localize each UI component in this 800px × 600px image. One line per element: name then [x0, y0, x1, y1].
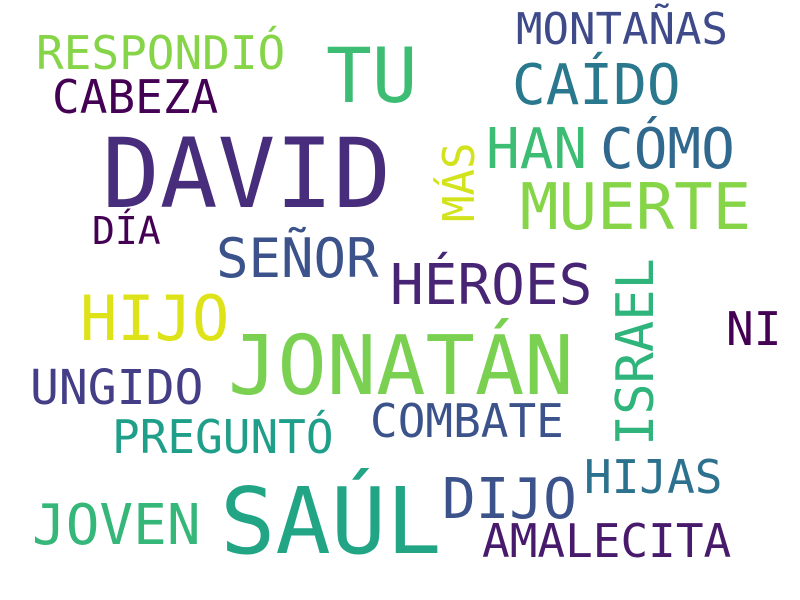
word-israel: ISRAEL	[606, 258, 666, 446]
word-saul: SAÚL	[220, 468, 442, 575]
word-joven: JOVEN	[32, 493, 201, 558]
word-muerte: MUERTE	[520, 171, 752, 245]
word-caido: CAÍDO	[512, 53, 681, 118]
word-respondio: RESPONDIÓ	[36, 26, 286, 80]
word-ni: NI	[726, 302, 782, 356]
word-pregunto: PREGUNTÓ	[112, 410, 334, 464]
word-heroes: HÉROES	[390, 253, 593, 318]
word-dijo: DIJO	[442, 467, 577, 532]
word-senor: SEÑOR	[216, 227, 379, 290]
word-tu: TU	[326, 31, 418, 120]
word-ungido: UNGIDO	[30, 360, 204, 416]
word-david: DAVID	[102, 118, 391, 230]
word-cabeza: CABEZA	[52, 70, 219, 124]
word-como: CÓMO	[600, 117, 735, 182]
word-hijo: HIJO	[80, 282, 230, 355]
word-han: HAN	[486, 117, 588, 182]
word-hijas: HIJAS	[584, 450, 723, 504]
word-mas: MÁS	[434, 142, 485, 222]
word-amalecita: AMALECITA	[482, 514, 732, 568]
word-montanas: MONTAÑAS	[516, 4, 728, 55]
word-combate: COMBATE	[370, 394, 564, 448]
word-dia: DÍA	[92, 209, 161, 253]
word-jonatan: JONATÁN	[228, 319, 574, 414]
